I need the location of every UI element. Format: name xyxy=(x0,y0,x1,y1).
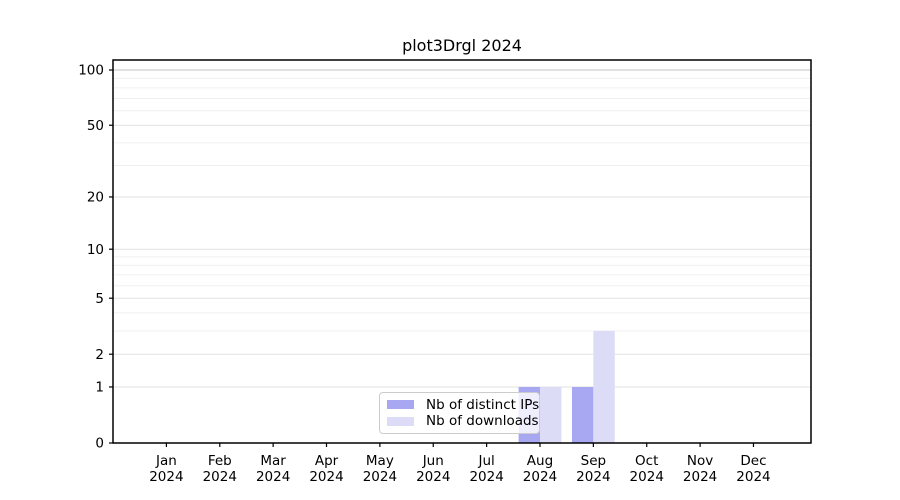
x-tick-label-month: Nov xyxy=(687,453,713,469)
x-tick-label-year: 2024 xyxy=(736,469,770,485)
x-tick-label-month: Aug xyxy=(527,453,553,469)
x-tick-label-year: 2024 xyxy=(363,469,397,485)
legend-item-distinct-ips: Nb of distinct IPs xyxy=(387,397,539,413)
y-tick-label: 5 xyxy=(95,291,104,307)
x-tick-label-year: 2024 xyxy=(523,469,557,485)
legend-label-distinct-ips: Nb of distinct IPs xyxy=(426,396,540,413)
legend-swatch-distinct-ips xyxy=(387,400,414,410)
legend-label-downloads: Nb of downloads xyxy=(426,413,539,430)
x-tick-label-year: 2024 xyxy=(203,469,237,485)
x-tick-label-month: Feb xyxy=(208,453,232,469)
legend: Nb of distinct IPs Nb of downloads xyxy=(379,392,540,434)
x-tick-label-year: 2024 xyxy=(630,469,664,485)
bar-distinct-ips xyxy=(571,386,594,443)
x-tick-label-year: 2024 xyxy=(309,469,343,485)
legend-item-downloads: Nb of downloads xyxy=(387,413,539,429)
x-tick-label-month: Mar xyxy=(260,453,286,469)
legend-swatch-downloads xyxy=(387,416,414,426)
x-tick-label-month: Sep xyxy=(581,453,606,469)
x-tick-label-month: Apr xyxy=(315,453,339,469)
plot-border xyxy=(112,59,812,444)
x-tick-label-year: 2024 xyxy=(256,469,290,485)
x-tick-label-year: 2024 xyxy=(683,469,717,485)
y-tick-label: 10 xyxy=(87,242,104,258)
x-tick-label-month: Oct xyxy=(635,453,658,469)
y-tick-label: 50 xyxy=(87,118,104,134)
y-tick-label: 20 xyxy=(87,190,104,206)
bar-downloads xyxy=(539,386,562,443)
x-tick-label-month: Jun xyxy=(422,453,444,469)
y-tick-label: 100 xyxy=(78,63,104,79)
bar-downloads xyxy=(593,330,615,443)
x-tick-label-year: 2024 xyxy=(416,469,450,485)
y-tick-label: 1 xyxy=(95,380,104,396)
x-tick-label-month: Jan xyxy=(155,453,177,469)
x-tick-label-year: 2024 xyxy=(469,469,503,485)
x-tick-label-month: May xyxy=(366,453,394,469)
x-tick-label-month: Jul xyxy=(477,453,494,469)
y-tick-label: 2 xyxy=(95,347,104,363)
y-tick-label: 0 xyxy=(95,436,104,452)
x-tick-label-year: 2024 xyxy=(576,469,610,485)
x-tick-label-month: Dec xyxy=(740,453,766,469)
chart-title: plot3Drgl 2024 xyxy=(402,36,522,55)
x-tick-label-year: 2024 xyxy=(149,469,183,485)
